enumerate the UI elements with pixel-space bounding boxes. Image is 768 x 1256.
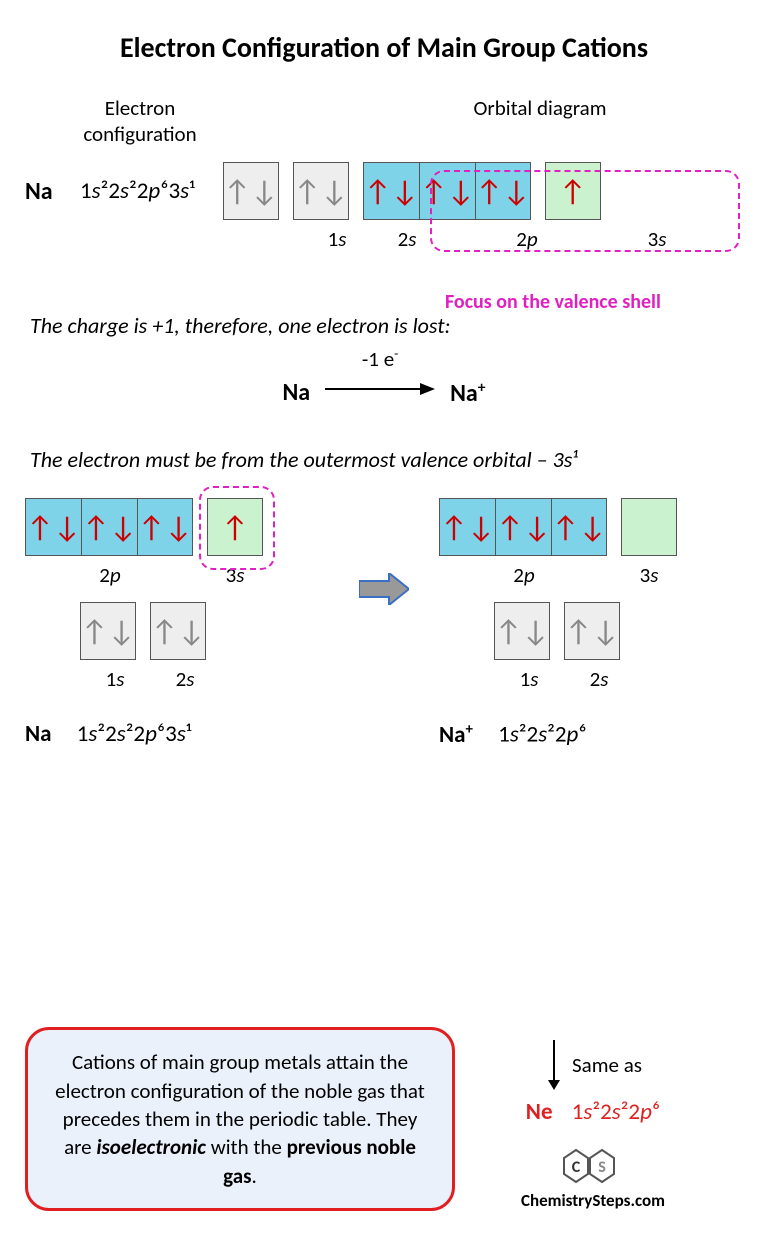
arrow-icon — [325, 369, 435, 409]
same-as-label: Same as — [572, 1052, 642, 1078]
right-section-label: Orbital diagram — [340, 95, 740, 147]
before-column: ↑↓ ↑↓ ↑↓ ↑ 2p 3s ↑↓ ↑↓ 1s 2s Na 1s²2s²2p… — [25, 498, 329, 749]
right-2p: ↑↓ ↑↓ ↑↓ — [439, 498, 607, 556]
transform-arrow-icon — [359, 573, 409, 605]
orbital-1s: ↑↓ — [223, 162, 279, 220]
equivalence-block: Same as Ne 1s²2s²2p⁶ C S ChemistrySteps.… — [468, 1040, 718, 1211]
left-2s: ↑↓ — [150, 602, 206, 660]
after-column: ↑↓ ↑↓ ↑↓ 2p 3s ↑↓ ↑↓ 1s 2s Na+ 1s²2s²2p⁶ — [439, 498, 743, 749]
comparison-section: ↑↓ ↑↓ ↑↓ ↑ 2p 3s ↑↓ ↑↓ 1s 2s Na 1s²2s²2p… — [0, 483, 768, 749]
left-3s-highlight — [199, 486, 275, 570]
right-2s: ↑↓ — [564, 602, 620, 660]
brand-logo: C S — [468, 1148, 718, 1184]
right-el: Na+ — [439, 721, 473, 749]
reaction-from: Na — [282, 378, 310, 407]
down-arrow-icon — [544, 1040, 564, 1090]
explain-2: The electron must be from the outermost … — [0, 436, 768, 483]
right-conf: 1s²2s²2p⁶ — [498, 721, 586, 749]
svg-text:S: S — [598, 1158, 606, 1177]
left-1s: ↑↓ — [80, 602, 136, 660]
svg-text:C: C — [572, 1158, 581, 1177]
left-2p: ↑↓ ↑↓ ↑↓ — [25, 498, 193, 556]
info-callout: Cations of main group metals attain the … — [25, 1027, 455, 1211]
focus-caption: Focus on the valence shell — [445, 290, 661, 314]
valence-highlight — [430, 170, 740, 252]
page-title: Electron Configuration of Main Group Cat… — [0, 0, 768, 85]
right-1s: ↑↓ — [494, 602, 550, 660]
ne-conf: 1s²2s²2p⁶ — [572, 1098, 660, 1126]
reaction-equation: Na -1 e- Na+ — [0, 369, 768, 416]
brand-text: ChemistrySteps.com — [468, 1190, 718, 1211]
left-section-label: Electronconfiguration — [0, 95, 280, 147]
element-symbol: Na — [25, 177, 80, 206]
left-el: Na — [25, 720, 52, 748]
reaction-to: Na+ — [450, 378, 485, 408]
left-conf: 1s²2s²2p⁶3s¹ — [77, 720, 192, 748]
reaction-label: -1 e- — [325, 345, 435, 372]
ne-symbol: Ne — [526, 1098, 553, 1126]
electron-config: 1s²2s²2p⁶3s¹ — [80, 177, 195, 205]
section-labels: Electronconfiguration Orbital diagram — [0, 95, 768, 147]
right-3s-empty — [621, 498, 677, 556]
orbital-2s: ↑↓ — [293, 162, 349, 220]
